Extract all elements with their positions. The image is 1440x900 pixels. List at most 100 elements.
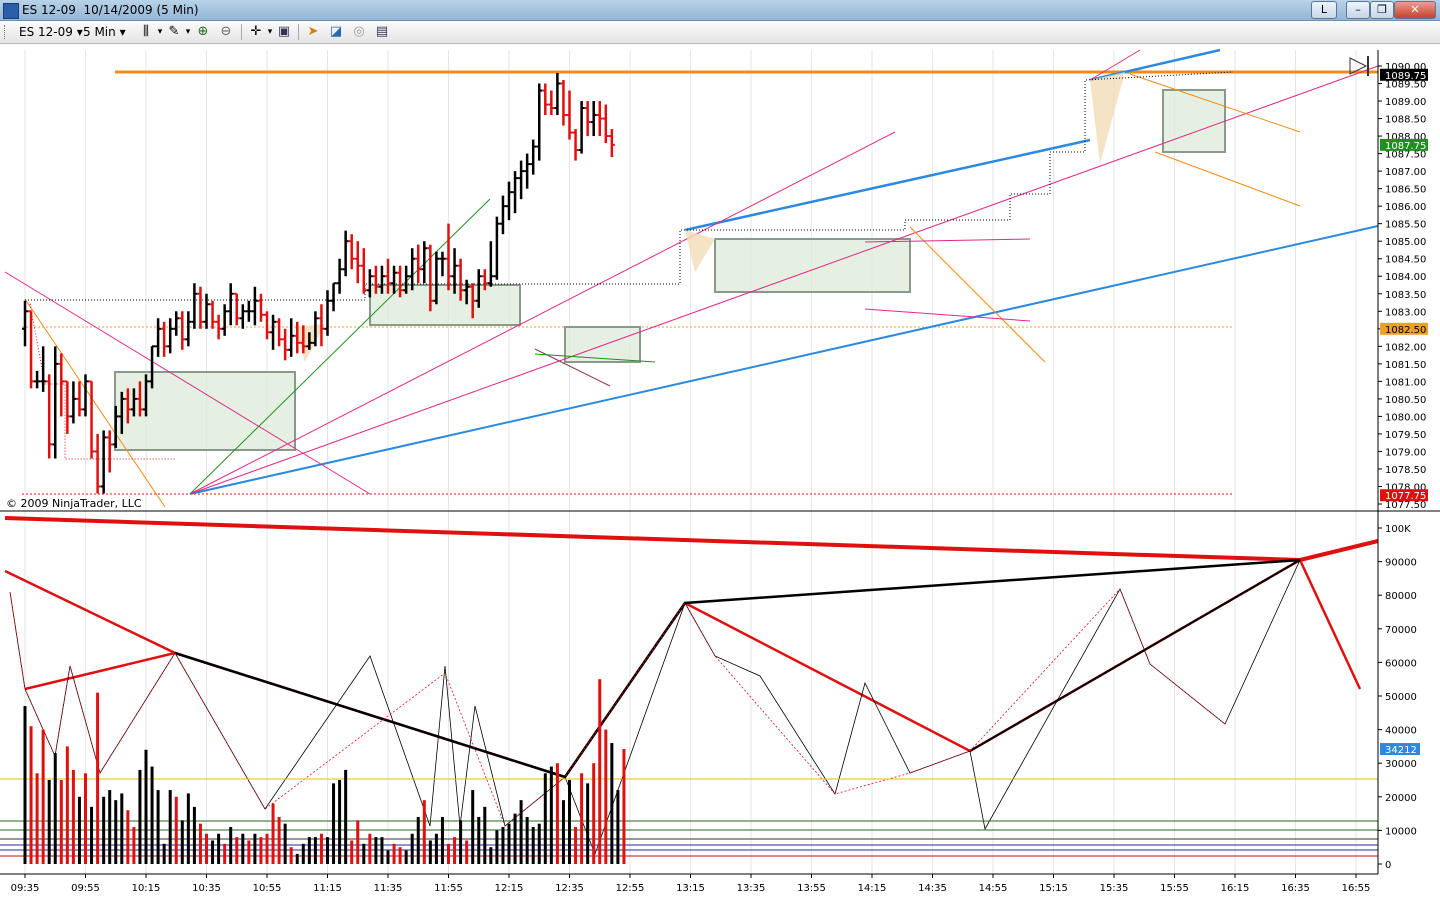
zoom-in-icon[interactable]: ⊕ (197, 24, 209, 39)
trend-line[interactable] (189, 225, 1379, 495)
range-box[interactable] (714, 238, 911, 293)
restore-icon[interactable]: ❐ (1370, 1, 1394, 19)
volume-bar (525, 816, 529, 864)
price-tick-label: 1085.00 (1385, 237, 1426, 248)
minimize-button[interactable]: L (1311, 1, 1337, 19)
channel-line[interactable] (1089, 49, 1141, 81)
price-bar (391, 265, 398, 294)
price-bar (270, 314, 277, 350)
price-bar (415, 244, 422, 284)
price-marker (1380, 489, 1428, 502)
volume-bar (71, 769, 75, 864)
volume-bar (35, 773, 39, 864)
time-axis[interactable]: 09:35 09:55 10:15 10:35 10:55 11:15 11:35 11:55… (11, 874, 1371, 894)
strategy-icon[interactable]: ➤ (307, 24, 319, 39)
volume-bar (459, 820, 463, 864)
volume-bar (362, 843, 366, 864)
instrument-selector[interactable]: ES 12-09 ▾ (19, 24, 83, 40)
interval-selector[interactable]: 5 Min ▾ (83, 24, 126, 40)
zoom-out-icon[interactable]: ⊖ (220, 24, 232, 39)
volume-bar (326, 837, 329, 864)
chevron-down-icon: ▾ (119, 25, 126, 39)
channel-line[interactable] (24, 298, 166, 508)
crosshair-icon[interactable]: ✛ (250, 24, 262, 39)
price-bar (378, 265, 385, 294)
volume-bar (513, 813, 517, 864)
price-tick-label: 1083.00 (1385, 307, 1426, 318)
price-axis[interactable]: 1077.50 1078.00 1078.50 1079.00 1079.50 1080.… (1378, 62, 1426, 511)
channel-line[interactable] (864, 308, 1031, 322)
tile-icon[interactable]: ▤ (375, 24, 389, 39)
channel-line[interactable] (864, 238, 1031, 243)
volume-bar (398, 847, 402, 864)
properties-icon[interactable]: ◎ (353, 24, 365, 39)
chevron-down-icon[interactable]: ▾ (267, 27, 273, 37)
volume-bar (338, 780, 342, 864)
price-tick-label: 1081.00 (1385, 377, 1426, 388)
trailing-stop[interactable] (29, 303, 175, 460)
volume-bar (53, 753, 57, 864)
chart-area[interactable]: 1077.50 1078.00 1078.50 1079.00 1079.50 1080.… (0, 44, 1440, 900)
minimize-icon[interactable]: – (1346, 1, 1370, 19)
channel-line[interactable] (189, 198, 491, 495)
bar-type-icon[interactable]: ⫼ (143, 24, 149, 39)
volume-bar (84, 773, 87, 864)
channel-line[interactable] (909, 226, 1046, 363)
divergence-line[interactable] (4, 516, 1301, 562)
chevron-down-icon[interactable]: ▾ (185, 27, 191, 37)
chevron-down-icon[interactable]: ▾ (157, 27, 163, 37)
price-bar (22, 300, 28, 347)
range-box[interactable] (564, 326, 641, 363)
time-tick-label: 16:35 (1281, 883, 1310, 894)
channel-line[interactable] (4, 271, 371, 495)
volume-bar (277, 816, 281, 864)
range-box[interactable] (369, 284, 521, 326)
price-bar (397, 265, 404, 298)
channel-line[interactable] (189, 65, 1379, 495)
close-icon[interactable]: ✕ (1394, 1, 1436, 19)
volume-bar (507, 823, 511, 864)
drawing-objects[interactable] (4, 48, 1379, 508)
divergence-line[interactable] (174, 558, 1362, 779)
trailing-stop[interactable] (25, 71, 1234, 301)
volume-axis[interactable]: 0 10000 20000 30000 40000 50000 60000 70000 8000… (1378, 524, 1417, 871)
volume-tick-label: 10000 (1385, 826, 1417, 837)
indicator-icon[interactable]: ◪ (329, 24, 343, 39)
divergence-line[interactable] (4, 569, 179, 691)
channel-line[interactable] (1154, 151, 1301, 207)
volume-bar (434, 833, 438, 864)
draw-tool-icon[interactable]: ✎ (168, 24, 180, 39)
play-icon[interactable] (1349, 57, 1368, 75)
divergence-line[interactable] (1299, 539, 1379, 562)
range-box[interactable] (114, 371, 296, 451)
price-bar (385, 258, 391, 294)
price-bar (348, 234, 355, 270)
price-bar (439, 251, 446, 277)
data-box-icon[interactable]: ▣ (277, 24, 291, 39)
trend-line[interactable] (1089, 48, 1221, 82)
price-tick-label: 1089.00 (1385, 97, 1426, 108)
volume-bar (41, 729, 45, 864)
price-tick-label: 1082.00 (1385, 342, 1426, 353)
range-box[interactable] (1162, 89, 1226, 153)
trend-line[interactable] (684, 138, 1091, 232)
divergence-line[interactable] (969, 559, 1301, 752)
price-bar (233, 292, 240, 326)
price-bar (191, 283, 198, 329)
volume-tick-label: 90000 (1385, 558, 1417, 569)
divergence-line[interactable] (174, 558, 1301, 779)
price-bar (88, 380, 95, 459)
channel-line[interactable] (189, 131, 896, 495)
price-marker-label: 1087.75 (1385, 141, 1426, 152)
price-bar (475, 269, 482, 308)
channel-line[interactable] (534, 353, 656, 363)
window-titlebar: ES 12-09 10/14/2009 (5 Min) L – ❐ ✕ (0, 0, 1440, 21)
price-bar (560, 80, 567, 126)
volume-drawing-objects[interactable] (0, 516, 1379, 857)
volume-bar (380, 837, 384, 864)
volume-bar (65, 746, 69, 864)
price-bar (239, 304, 246, 329)
price-bar (608, 129, 615, 158)
volume-bar (447, 843, 450, 864)
channel-line[interactable] (1129, 73, 1301, 133)
